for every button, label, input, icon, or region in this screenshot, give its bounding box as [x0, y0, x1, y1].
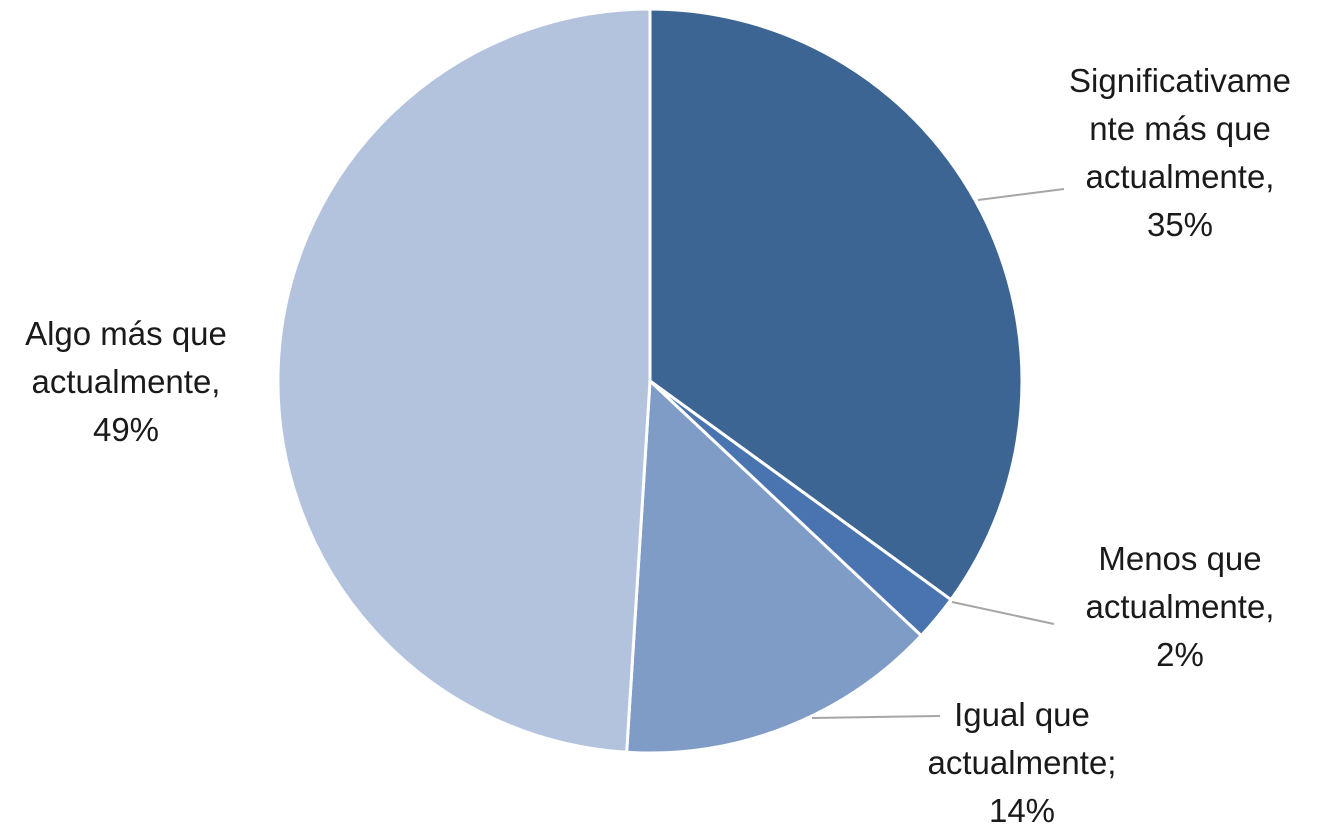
data-label-value: 35%: [1147, 206, 1213, 243]
data-label-text: actualmente;: [928, 744, 1117, 781]
data-labels: Significativame nte más que actualmente, 35…: [25, 62, 1291, 829]
data-label-text: actualmente,: [1086, 158, 1275, 195]
pie-slice-3: [276, 7, 652, 754]
data-label-text: nte más que: [1089, 110, 1271, 147]
leader-line-0: [977, 188, 1065, 201]
data-label-text: Algo más que: [25, 315, 227, 352]
data-label-text: actualmente,: [1086, 588, 1275, 625]
data-label-value: 14%: [989, 792, 1055, 829]
pie-slice-2: [625, 379, 923, 755]
data-label-2: Igual que actualmente; 14%: [928, 696, 1117, 829]
data-label-1: Menos que actualmente, 2%: [1086, 540, 1275, 673]
data-label-text: Igual que: [954, 696, 1090, 733]
data-label-3: Algo más que actualmente, 49%: [25, 315, 227, 448]
leader-line-2: [811, 715, 941, 719]
pie-slice-0: [648, 7, 1024, 602]
data-label-value: 2%: [1156, 636, 1204, 673]
leader-line-1: [951, 601, 1055, 625]
pie-slices: [276, 7, 1024, 755]
data-label-value: 49%: [93, 411, 159, 448]
data-label-text: Significativame: [1069, 62, 1291, 99]
leader-lines: [811, 188, 1065, 719]
data-label-text: actualmente,: [32, 363, 221, 400]
data-label-0: Significativame nte más que actualmente, 35…: [1069, 62, 1291, 243]
data-label-text: Menos que: [1098, 540, 1261, 577]
